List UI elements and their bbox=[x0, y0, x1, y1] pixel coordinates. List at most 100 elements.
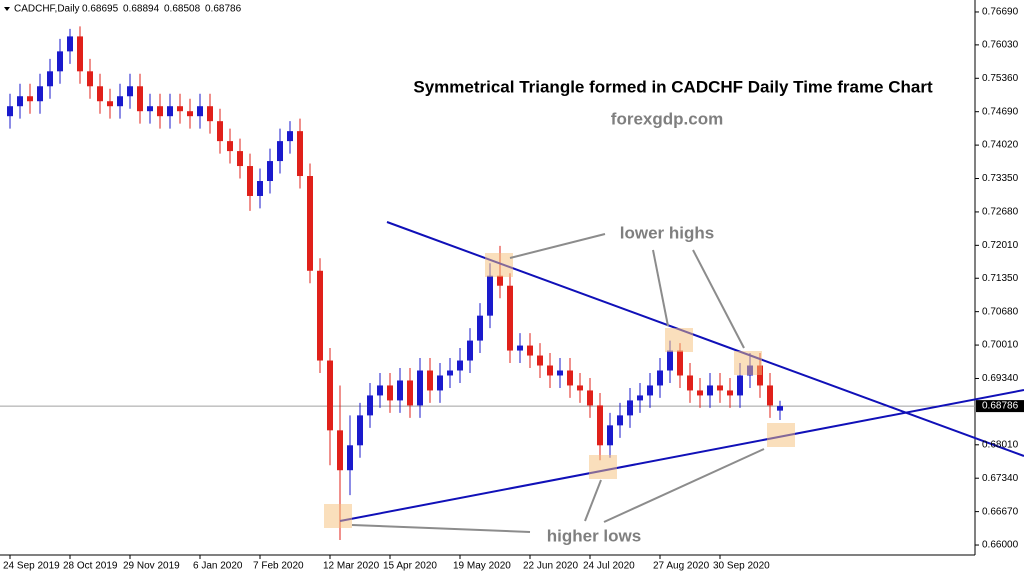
y-tick-label: 0.70680 bbox=[982, 306, 1019, 317]
candle-body bbox=[107, 101, 113, 107]
candle-body bbox=[617, 415, 623, 426]
y-tick-label: 0.73350 bbox=[982, 173, 1019, 184]
x-tick-label: 19 May 2020 bbox=[453, 561, 511, 572]
candle-body bbox=[507, 285, 513, 351]
current-price-box bbox=[976, 400, 1024, 413]
highlights bbox=[324, 253, 795, 528]
y-tick-label: 0.74690 bbox=[982, 106, 1019, 117]
candle-body bbox=[297, 131, 303, 177]
y-tick-label: 0.74020 bbox=[982, 140, 1019, 151]
callout bbox=[509, 233, 606, 259]
symbol: CADCHF,Daily bbox=[14, 4, 80, 15]
candle-body bbox=[717, 385, 723, 391]
chart-title: Symmetrical Triangle formed in CADCHF Da… bbox=[413, 77, 933, 96]
candle-body bbox=[467, 340, 473, 361]
y-tick-label: 0.72680 bbox=[982, 207, 1019, 218]
candle-body bbox=[477, 315, 483, 341]
x-tick-label: 12 Mar 2020 bbox=[323, 561, 380, 572]
candle-body bbox=[317, 270, 323, 361]
x-tick-label: 24 Jul 2020 bbox=[583, 561, 635, 572]
header-value: 0.68695 bbox=[82, 4, 119, 15]
callout bbox=[603, 448, 765, 523]
candle-body bbox=[37, 86, 43, 102]
header-value: 0.68894 bbox=[123, 4, 160, 15]
candle-body bbox=[227, 141, 233, 152]
highlight bbox=[734, 351, 762, 375]
x-tick-label: 15 Apr 2020 bbox=[383, 561, 437, 572]
candle-body bbox=[157, 106, 163, 117]
y-tick-label: 0.70010 bbox=[982, 340, 1019, 351]
candle-body bbox=[607, 425, 613, 446]
highlight bbox=[485, 253, 513, 277]
candle-body bbox=[197, 106, 203, 117]
y-tick-label: 0.72010 bbox=[982, 240, 1019, 251]
candle-body bbox=[497, 275, 503, 286]
candle-body bbox=[417, 370, 423, 406]
candle-body bbox=[147, 106, 153, 112]
candle-body bbox=[217, 121, 223, 142]
candle-body bbox=[327, 360, 333, 431]
candle-body bbox=[337, 430, 343, 471]
candle-body bbox=[427, 370, 433, 391]
candle-body bbox=[637, 395, 643, 401]
candle-body bbox=[347, 445, 353, 471]
callout bbox=[692, 249, 745, 349]
callout bbox=[652, 249, 669, 327]
callouts bbox=[351, 233, 765, 533]
candle-body bbox=[447, 370, 453, 376]
candle-body bbox=[87, 71, 93, 87]
candle-body bbox=[267, 161, 273, 182]
highlight bbox=[767, 423, 795, 447]
candle-body bbox=[257, 181, 263, 196]
header-value: 0.68786 bbox=[205, 4, 242, 15]
y-tick-label: 0.69340 bbox=[982, 373, 1019, 384]
lower-trendline bbox=[339, 389, 1024, 522]
candle-body bbox=[547, 365, 553, 376]
x-tick-label: 24 Sep 2019 bbox=[3, 561, 60, 572]
header-value: 0.68508 bbox=[164, 4, 201, 15]
candle-body bbox=[137, 86, 143, 112]
x-tick-label: 29 Nov 2019 bbox=[123, 561, 180, 572]
candle-body bbox=[557, 370, 563, 376]
x-tick-label: 7 Feb 2020 bbox=[253, 561, 304, 572]
candle-body bbox=[47, 71, 53, 87]
candle-body bbox=[247, 166, 253, 196]
candle-body bbox=[707, 385, 713, 396]
candle-body bbox=[177, 106, 183, 112]
candle-body bbox=[97, 86, 103, 102]
candle-body bbox=[697, 390, 703, 396]
candle-body bbox=[567, 370, 573, 386]
y-tick-label: 0.66000 bbox=[982, 540, 1019, 551]
candle-body bbox=[667, 350, 673, 371]
candle-body bbox=[407, 380, 413, 406]
header-icon bbox=[4, 7, 10, 11]
callout bbox=[584, 479, 602, 522]
annotation: higher lows bbox=[547, 526, 641, 545]
candle-body bbox=[27, 96, 33, 102]
candle-body bbox=[587, 390, 593, 406]
candle-body bbox=[597, 405, 603, 446]
candle-body bbox=[57, 51, 63, 72]
y-tick-label: 0.75360 bbox=[982, 73, 1019, 84]
candle-body bbox=[367, 395, 373, 416]
candle-body bbox=[127, 86, 133, 97]
current-price-label: 0.68786 bbox=[982, 401, 1019, 412]
candle-body bbox=[627, 400, 633, 416]
x-tick-label: 6 Jan 2020 bbox=[193, 561, 243, 572]
candle-body bbox=[777, 406, 783, 411]
candle-body bbox=[487, 275, 493, 316]
candle-body bbox=[357, 415, 363, 446]
candle-body bbox=[537, 355, 543, 366]
callout bbox=[351, 524, 531, 533]
candle-body bbox=[287, 131, 293, 142]
chart-subtitle: forexgdp.com bbox=[611, 109, 723, 128]
candle-body bbox=[767, 385, 773, 406]
y-tick-label: 0.66670 bbox=[982, 506, 1019, 517]
candle-body bbox=[67, 36, 73, 52]
candle-body bbox=[527, 345, 533, 356]
x-tick-label: 27 Aug 2020 bbox=[653, 561, 710, 572]
candle-body bbox=[387, 385, 393, 401]
candle-body bbox=[397, 380, 403, 401]
y-tick-label: 0.68010 bbox=[982, 439, 1019, 450]
